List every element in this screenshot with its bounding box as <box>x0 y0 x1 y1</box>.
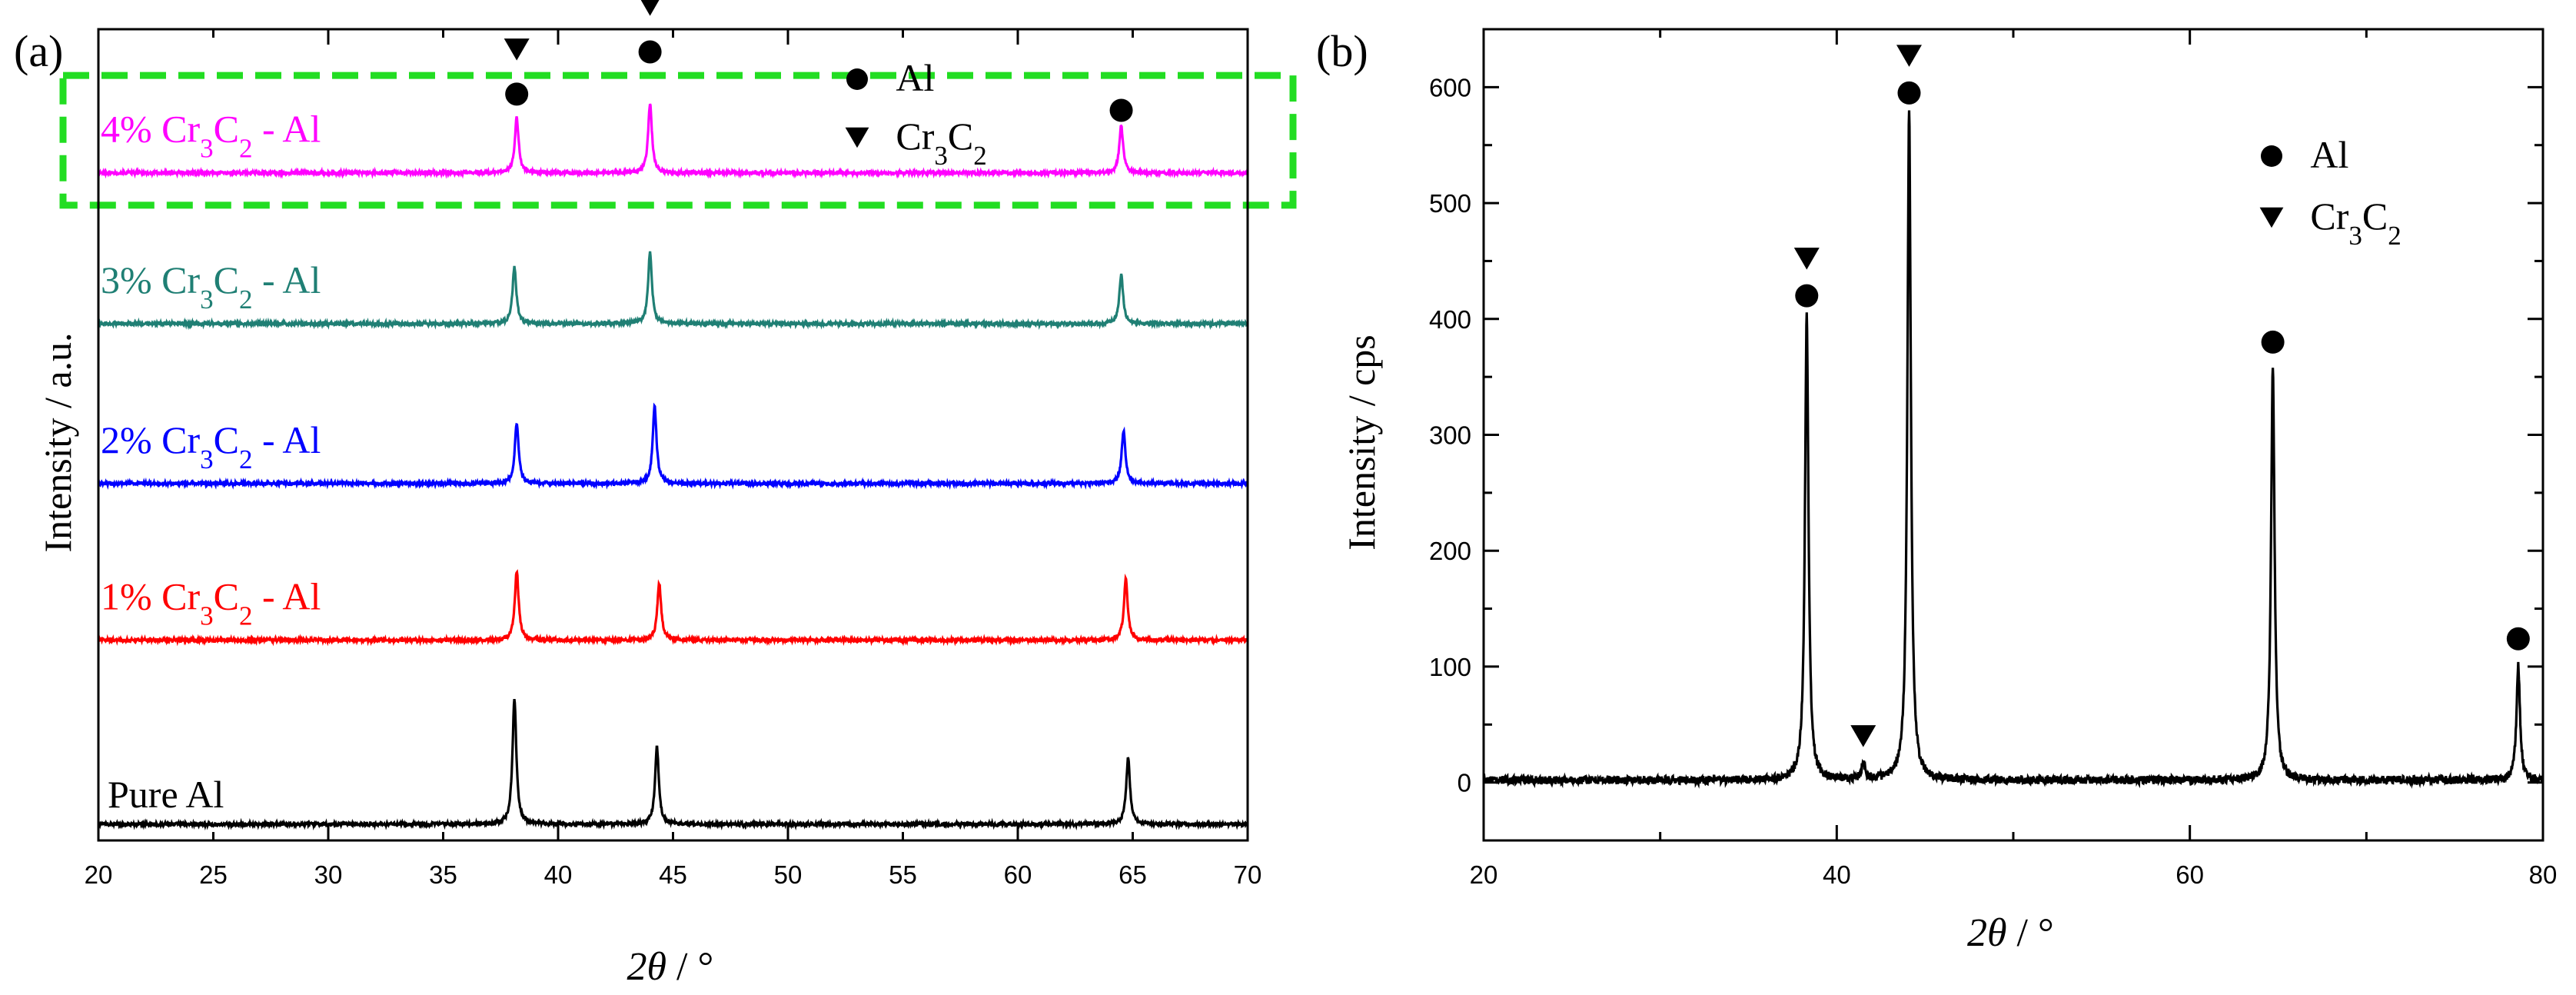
al-marker <box>846 68 868 90</box>
series-label: 1% Cr3C2 - Al <box>101 574 321 631</box>
al-marker <box>1795 284 1819 308</box>
plot-frame <box>1482 28 2544 842</box>
x-tick-label: 65 <box>1118 860 1147 889</box>
legend-label: Al <box>896 56 934 99</box>
series-line <box>97 698 1249 831</box>
x-axis-label: 2θ / ° <box>1967 911 2054 955</box>
x-tick-label: 50 <box>774 860 803 889</box>
series-label: 2% Cr3C2 - Al <box>101 418 321 474</box>
x-tick-label: 40 <box>544 860 573 889</box>
cr3c2-marker <box>640 0 660 16</box>
x-tick-label: 60 <box>1004 860 1032 889</box>
al-marker <box>2506 627 2530 651</box>
series-label: 4% Cr3C2 - Al <box>101 108 321 164</box>
al-marker <box>505 82 529 106</box>
legend-label: Al <box>2310 133 2348 176</box>
x-tick-label: 20 <box>85 860 113 889</box>
al-marker <box>2261 330 2285 354</box>
series-label: 3% Cr3C2 - Al <box>101 258 321 314</box>
cr3c2-marker <box>2259 207 2284 228</box>
al-marker <box>1109 98 1133 122</box>
y-tick-label: 100 <box>1429 653 1471 681</box>
legend-label: Cr3C2 <box>2310 195 2401 251</box>
x-tick-label: 60 <box>2175 860 2204 889</box>
series-line <box>97 103 1249 180</box>
y-tick-label: 500 <box>1429 189 1471 218</box>
cr3c2-marker <box>1793 248 1820 270</box>
cr3c2-marker <box>504 38 530 61</box>
x-tick-label: 30 <box>314 860 343 889</box>
al-marker <box>638 40 662 64</box>
x-axis-label: 2θ / ° <box>627 945 714 989</box>
x-tick-label: 20 <box>1470 860 1498 889</box>
series-label: Pure Al <box>108 773 224 816</box>
y-axis-label: Intensity / a.u. <box>36 332 79 552</box>
x-tick-label: 25 <box>199 860 228 889</box>
x-tick-label: 45 <box>659 860 687 889</box>
panel-label: (a) <box>14 26 63 76</box>
highlight-box <box>59 72 1297 209</box>
y-axis-label: Intensity / cps <box>1340 334 1383 551</box>
y-tick-label: 200 <box>1429 537 1471 565</box>
panel-b: Al Cr3C2 20 40 60 80 0 100 200 300 400 500 600 2θ / °… <box>1316 26 2557 955</box>
panel-label: (b) <box>1316 26 1368 76</box>
x-tick-label: 70 <box>1234 860 1262 889</box>
series-line <box>97 569 1249 647</box>
y-tick-label: 400 <box>1429 305 1471 334</box>
legend-label: Cr3C2 <box>896 115 986 171</box>
al-marker <box>2261 145 2282 167</box>
al-marker <box>1897 81 1921 105</box>
series-line <box>97 251 1249 331</box>
panel-a: 4% Cr3C2 - Al 3% Cr3C2 - Al 2% Cr3C2 - Al 1… <box>14 0 1297 989</box>
y-tick-label: 0 <box>1458 769 1471 797</box>
x-tick-label: 55 <box>889 860 917 889</box>
x-tick-label: 40 <box>1823 860 1851 889</box>
cr3c2-marker <box>1850 725 1876 747</box>
y-tick-label: 600 <box>1429 73 1471 101</box>
x-tick-label: 80 <box>2529 860 2558 889</box>
series-line <box>1482 110 2544 789</box>
cr3c2-marker <box>1896 45 1922 67</box>
cr3c2-marker <box>845 127 869 148</box>
y-tick-label: 300 <box>1429 421 1471 450</box>
x-tick-label: 35 <box>429 860 457 889</box>
series-line <box>97 402 1248 491</box>
